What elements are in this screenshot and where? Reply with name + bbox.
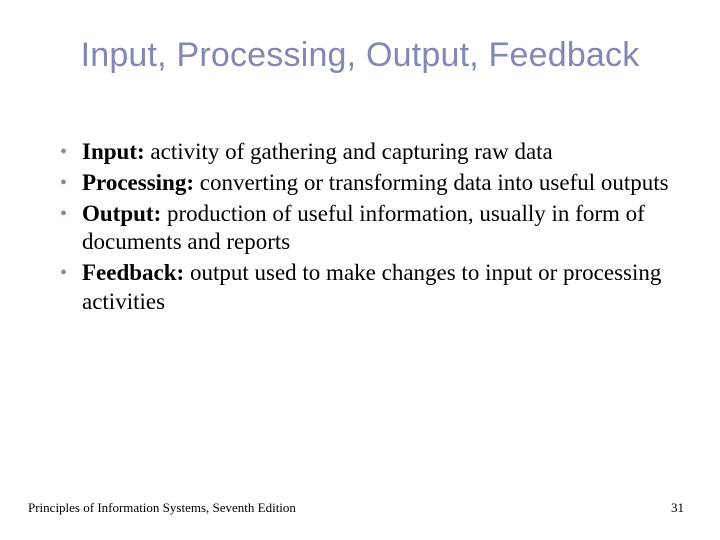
bullet-dot-icon: • [58,259,82,287]
bullet-desc: activity of gathering and capturing raw … [145,139,553,164]
bullet-item: • Feedback: output used to make changes … [58,259,680,317]
bullet-desc: production of useful information, usuall… [82,201,645,255]
bullet-item: • Processing: converting or transforming… [58,169,680,198]
bullet-text: Processing: converting or transforming d… [82,169,680,198]
bullet-text: Feedback: output used to make changes to… [82,259,680,317]
bullet-dot-icon: • [58,200,82,228]
bullet-desc: converting or transforming data into use… [194,170,669,195]
bullet-dot-icon: • [58,138,82,166]
bullet-term: Output: [82,201,161,226]
footer-source: Principles of Information Systems, Seven… [28,500,296,516]
bullet-dot-icon: • [58,169,82,197]
bullet-text: Input: activity of gathering and capturi… [82,138,680,167]
bullet-text: Output: production of useful information… [82,200,680,258]
slide-body: • Input: activity of gathering and captu… [58,138,680,319]
page-number: 31 [671,500,684,516]
bullet-item: • Input: activity of gathering and captu… [58,138,680,167]
bullet-term: Input: [82,139,145,164]
slide-title: Input, Processing, Output, Feedback [0,36,720,75]
bullet-term: Feedback: [82,260,184,285]
slide: Input, Processing, Output, Feedback • In… [0,0,720,540]
bullet-term: Processing: [82,170,194,195]
bullet-item: • Output: production of useful informati… [58,200,680,258]
